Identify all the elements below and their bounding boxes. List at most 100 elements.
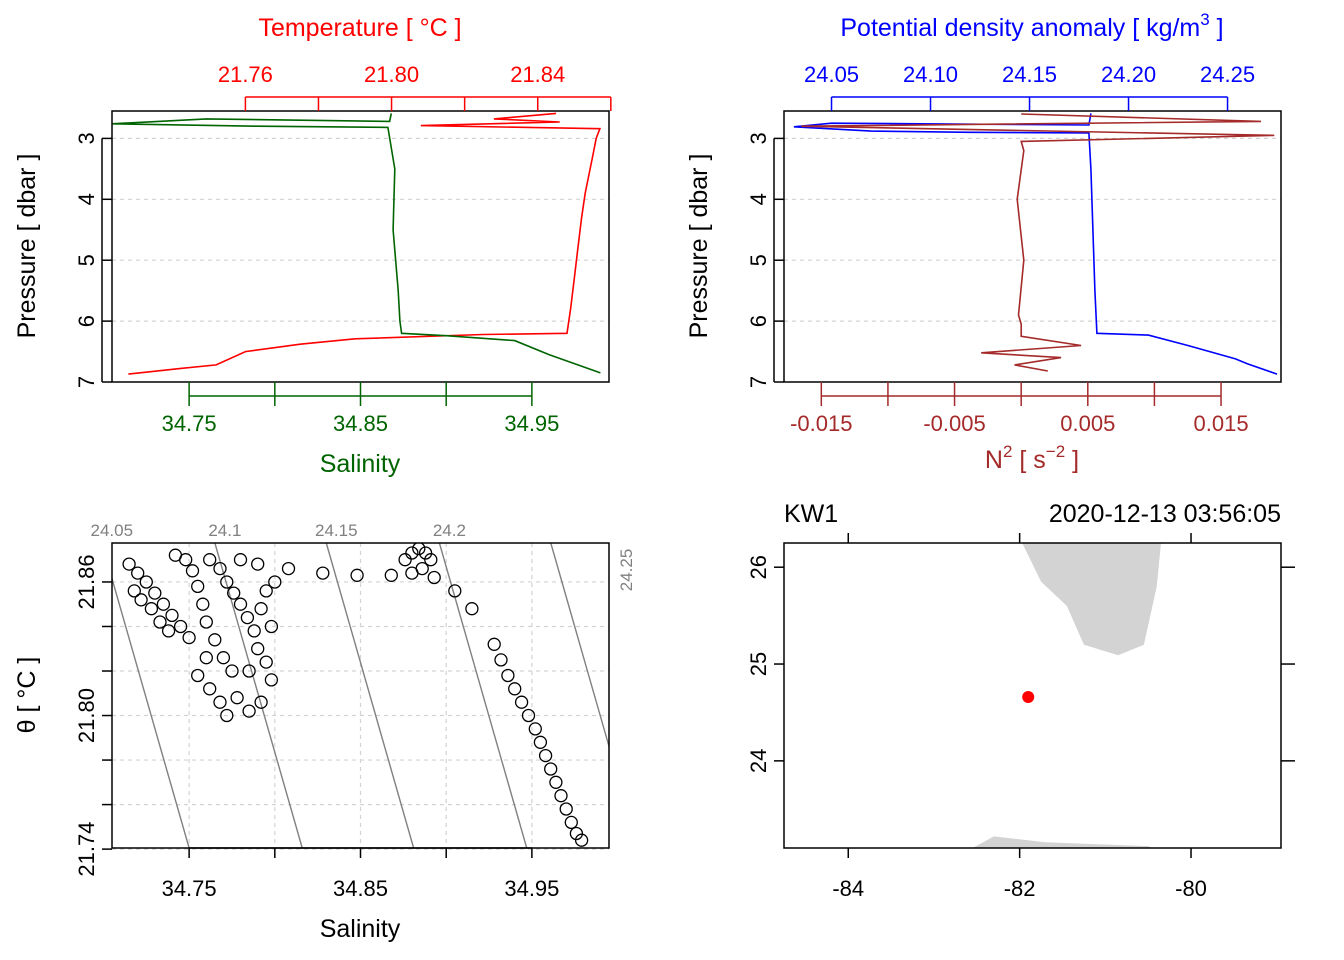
p1-bottom-tick-label: 34.85 [333,411,388,436]
p2-top-tick-label: 24.25 [1200,62,1255,87]
p3-data-point [203,682,217,696]
p1-top-axis-title: Temperature [ °C ] [258,14,461,42]
p4-longitude-axis: -84 -82 -80 [832,533,1207,901]
p2-y-tick-label: 4 [746,193,771,205]
p1-top-tick-label: 21.76 [218,62,273,87]
p3-data-point [564,815,578,830]
p4-y-tick-label: 25 [746,652,771,676]
p2-bottom-tick-label: -0.015 [790,411,852,436]
p3-data-point [122,557,136,571]
p3-data-point [144,602,159,616]
p2-y-tick-label: 6 [746,315,771,327]
p3-data-point [216,651,231,665]
p2-series-n2 [801,113,1275,372]
p3-isopycnal-label: 24.2 [433,521,466,540]
p3-data-point [405,546,419,560]
p2-bottom-tick-label: 0.005 [1060,411,1115,436]
p3-data-point [230,691,244,705]
p3-data-point [251,557,265,571]
p1-bottom-tick-label: 34.95 [504,411,559,436]
p3-data-point [264,673,279,687]
p1-y-tick-label: 4 [74,193,99,205]
p3-data-point [251,642,265,656]
p2-y-tick-label: 7 [746,376,771,388]
p3-data-point [487,637,501,651]
p3-data-point [501,668,515,683]
p4-land-polygon [1022,543,1161,656]
p2-top-tick-label: 24.15 [1002,62,1057,87]
p2-density-axis: 24.05 24.10 24.15 24.20 24.25 [804,62,1255,111]
panel-density-profile: 24.05 24.10 24.15 24.20 24.25 -0.015 -0.005 0.… [685,10,1282,474]
panel-ts-diagram: 24.05 24.1 24.15 24.224.25 34.75 34.85 34.95 … [13,521,636,943]
p3-data-point [203,553,217,567]
p1-salinity-axis: 34.75 34.85 34.95 [162,382,559,436]
p3-x-axis-title: Salinity [320,915,401,943]
p3-data-point [508,682,522,696]
p3-data-point [448,584,462,598]
p2-bottom-tick-label: 0.015 [1194,411,1249,436]
p3-data-point [233,597,248,611]
p4-station-marker [1022,690,1035,703]
p1-pressure-axis: 3 4 5 6 7 [74,132,112,388]
p3-data-point [173,619,188,634]
p3-data-point [533,735,548,749]
p3-isopycnal-line [325,543,415,848]
p3-data-point [405,566,419,580]
p4-x-tick-label: -84 [832,876,864,901]
p3-data-point [494,653,508,667]
p3-isopycnal-line [438,543,528,848]
p3-data-point [254,695,268,709]
p3-data-point [259,655,273,669]
p3-data-point [220,575,234,589]
p3-data-point [213,695,227,709]
p3-data-point [148,586,162,600]
p3-isopycnal-label: 24.25 [617,549,636,592]
p2-top-tick-label: 24.20 [1101,62,1156,87]
p3-data-point [264,619,279,634]
p3-data-point [514,695,529,709]
p3-data-point [208,633,222,647]
p3-isopycnals [112,543,609,848]
p3-data-point [384,568,398,582]
p4-station-name: KW1 [784,500,838,528]
p3-data-point [139,575,153,589]
p3-data-point [199,615,213,629]
p1-y-tick-label: 6 [74,315,99,327]
p3-data-point [233,553,248,567]
p3-data-point [412,543,426,556]
p3-isopycnal-label: 24.1 [208,521,241,540]
p3-data-point [427,570,441,585]
p3-isopycnal-label: 24.05 [91,521,134,540]
p4-timestamp: 2020-12-13 03:56:05 [1049,500,1281,528]
p2-series [793,113,1278,375]
p3-data-point [165,608,179,623]
p3-data-point [424,553,438,567]
p1-x-axis-title: Salinity [320,450,401,478]
p4-land [972,543,1161,848]
p3-data-point [156,597,171,611]
p3-data-point [574,833,589,847]
p3-x-tick-label: 34.85 [333,876,388,901]
p3-data-point [418,546,433,560]
p3-data-point [465,602,479,616]
p2-bottom-tick-label: -0.005 [923,411,985,436]
p3-data-point [242,704,256,718]
p3-data-point [127,584,141,598]
p3-data-point [185,564,200,578]
p2-top-tick-label: 24.10 [903,62,958,87]
p3-salinity-axis: 34.75 34.85 34.95 [162,847,559,901]
p3-data-points [122,543,589,847]
p3-data-point [161,624,176,638]
p3-data-point [268,575,282,589]
p3-data-point [196,597,210,611]
p3-y-axis-title: θ [ °C ] [13,657,41,734]
p3-y-tick-label: 21.80 [74,688,99,743]
p3-data-point [227,586,241,600]
p4-y-tick-label: 26 [746,555,771,579]
p3-data-point [199,651,213,665]
p3-data-point [131,566,145,580]
p3-data-point [225,664,239,678]
p3-isopycnal-line [550,543,609,749]
